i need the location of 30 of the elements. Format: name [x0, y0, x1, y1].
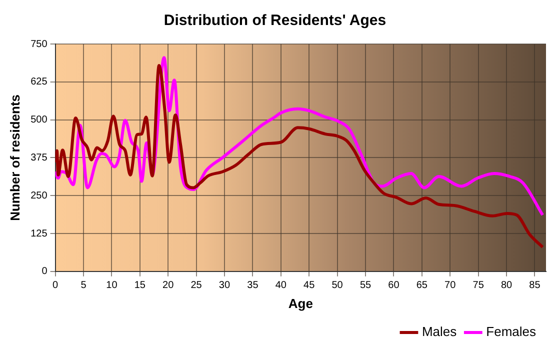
x-tick-label: 15: [134, 280, 146, 292]
y-tick-label: 250: [30, 190, 48, 202]
x-tick-label: 55: [360, 280, 372, 292]
x-tick-label: 25: [190, 280, 202, 292]
y-tick-label: 750: [30, 38, 48, 50]
x-tick-label: 35: [247, 280, 259, 292]
x-axis-title: Age: [288, 296, 313, 311]
chart-title: Distribution of Residents' Ages: [164, 12, 386, 30]
x-tick-label: 40: [275, 280, 287, 292]
x-tick-label: 0: [52, 280, 59, 292]
y-tick-label: 500: [30, 114, 48, 126]
x-tick-label: 45: [304, 280, 316, 292]
x-tick-label: 10: [106, 280, 118, 292]
x-tick-label: 75: [472, 280, 484, 292]
x-tick-label: 85: [529, 280, 541, 292]
y-tick-label: 625: [30, 76, 48, 88]
x-tick-label: 65: [416, 280, 428, 292]
y-axis-title: Number of residents: [7, 94, 22, 221]
x-tick-label: 50: [332, 280, 344, 292]
x-tick-label: 20: [162, 280, 174, 292]
x-tick-label: 30: [218, 280, 230, 292]
x-tick-label: 80: [500, 280, 513, 292]
y-tick-label: 375: [30, 152, 48, 164]
x-tick-label: 60: [388, 280, 400, 292]
x-tick-label: 5: [80, 280, 87, 292]
legend-label: Males: [422, 324, 458, 340]
legend-label: Females: [486, 324, 536, 340]
y-tick-label: 125: [30, 228, 48, 240]
y-tick-label: 0: [42, 266, 48, 278]
x-tick-label: 70: [444, 280, 456, 292]
